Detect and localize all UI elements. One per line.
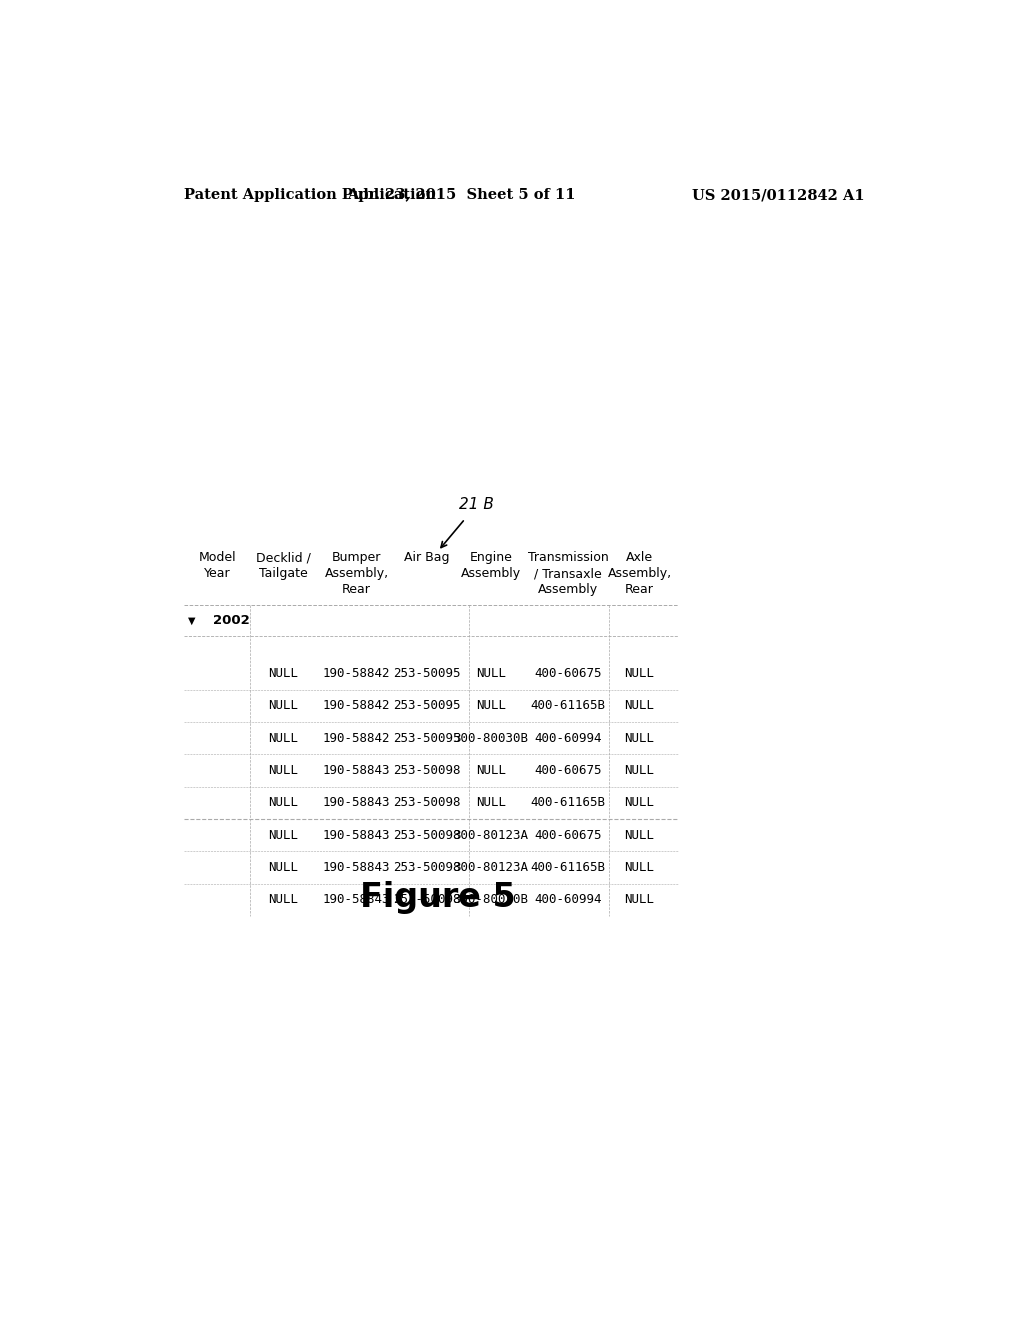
Text: 190-58842: 190-58842 <box>323 731 390 744</box>
Text: NULL: NULL <box>476 764 506 777</box>
Text: US 2015/0112842 A1: US 2015/0112842 A1 <box>691 189 864 202</box>
Text: 253-50098: 253-50098 <box>392 764 460 777</box>
Text: Model
Year: Model Year <box>199 552 236 579</box>
Text: 190-58843: 190-58843 <box>323 764 390 777</box>
Text: NULL: NULL <box>268 796 298 809</box>
Text: Figure 5: Figure 5 <box>360 882 516 913</box>
Text: 2002: 2002 <box>213 614 250 627</box>
Text: 190-58842: 190-58842 <box>323 700 390 713</box>
Text: 190-58843: 190-58843 <box>323 829 390 842</box>
Text: NULL: NULL <box>268 667 298 680</box>
Text: ▼: ▼ <box>188 615 196 626</box>
Text: 400-61165B: 400-61165B <box>530 861 606 874</box>
Text: 400-60994: 400-60994 <box>535 894 602 907</box>
Text: 253-50098: 253-50098 <box>392 894 460 907</box>
Text: 400-61165B: 400-61165B <box>530 700 606 713</box>
Text: 253-50095: 253-50095 <box>392 667 460 680</box>
Text: 253-50098: 253-50098 <box>392 796 460 809</box>
Text: 190-58843: 190-58843 <box>323 796 390 809</box>
Text: 253-50095: 253-50095 <box>392 700 460 713</box>
Text: Engine
Assembly: Engine Assembly <box>461 552 521 579</box>
Text: 400-60675: 400-60675 <box>535 829 602 842</box>
Text: 300-80030B: 300-80030B <box>454 894 528 907</box>
Text: Bumper
Assembly,
Rear: Bumper Assembly, Rear <box>325 552 389 597</box>
Text: Transmission
/ Transaxle
Assembly: Transmission / Transaxle Assembly <box>527 552 608 597</box>
Text: NULL: NULL <box>268 861 298 874</box>
Text: NULL: NULL <box>625 829 654 842</box>
Text: NULL: NULL <box>268 829 298 842</box>
Text: 190-58842: 190-58842 <box>323 667 390 680</box>
Text: Air Bag: Air Bag <box>403 552 450 564</box>
Text: 21 B: 21 B <box>460 498 495 512</box>
Text: NULL: NULL <box>476 667 506 680</box>
Text: Patent Application Publication: Patent Application Publication <box>183 189 436 202</box>
Text: Apr. 23, 2015  Sheet 5 of 11: Apr. 23, 2015 Sheet 5 of 11 <box>347 189 575 202</box>
Text: 400-60675: 400-60675 <box>535 764 602 777</box>
Text: 253-50098: 253-50098 <box>392 829 460 842</box>
Text: NULL: NULL <box>625 861 654 874</box>
Text: NULL: NULL <box>268 700 298 713</box>
Text: 300-80123A: 300-80123A <box>454 829 528 842</box>
Text: NULL: NULL <box>476 700 506 713</box>
Text: 190-58843: 190-58843 <box>323 861 390 874</box>
Text: 400-61165B: 400-61165B <box>530 796 606 809</box>
Text: 400-60675: 400-60675 <box>535 667 602 680</box>
Text: NULL: NULL <box>268 764 298 777</box>
Text: 253-50098: 253-50098 <box>392 861 460 874</box>
Text: NULL: NULL <box>625 764 654 777</box>
Text: NULL: NULL <box>625 894 654 907</box>
Text: 300-80123A: 300-80123A <box>454 861 528 874</box>
Text: Decklid /
Tailgate: Decklid / Tailgate <box>256 552 310 579</box>
Text: NULL: NULL <box>476 796 506 809</box>
Text: NULL: NULL <box>268 894 298 907</box>
Text: Axle
Assembly,
Rear: Axle Assembly, Rear <box>607 552 672 597</box>
Text: NULL: NULL <box>625 700 654 713</box>
Text: 300-80030B: 300-80030B <box>454 731 528 744</box>
Text: NULL: NULL <box>268 731 298 744</box>
Text: NULL: NULL <box>625 731 654 744</box>
Text: NULL: NULL <box>625 667 654 680</box>
Text: NULL: NULL <box>625 796 654 809</box>
Text: 253-50095: 253-50095 <box>392 731 460 744</box>
Text: 190-58843: 190-58843 <box>323 894 390 907</box>
Text: 400-60994: 400-60994 <box>535 731 602 744</box>
